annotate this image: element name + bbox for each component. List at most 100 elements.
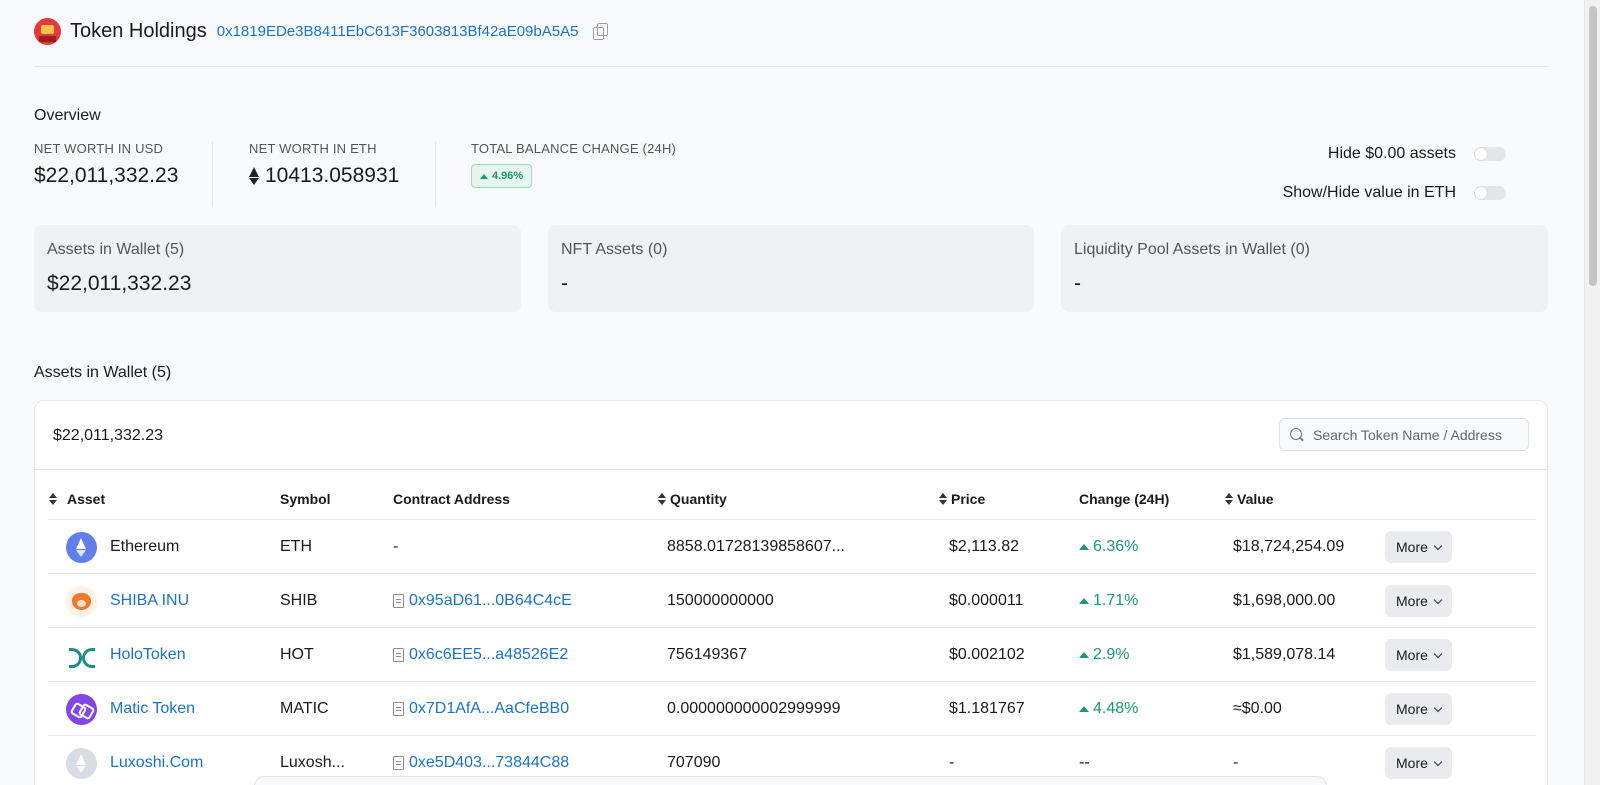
page-scrollbar[interactable] (1584, 0, 1600, 785)
contract-document-icon (393, 594, 404, 608)
card-title: Liquidity Pool Assets in Wallet (0) (1074, 241, 1310, 258)
page-title: Token Holdings (70, 19, 207, 42)
quantity-cell: 8858.01728139858607... (667, 538, 845, 555)
table-row: Luxoshi.Com Luxosh... 0xe5D403...73844C8… (48, 735, 1536, 785)
change-cell: 6.36% (1079, 520, 1138, 574)
value-cell: ≈$0.00 (1233, 700, 1282, 717)
asset-cell: Matic Token (66, 682, 195, 736)
asset-name-link[interactable]: SHIBA INU (110, 592, 190, 609)
search-icon (1290, 427, 1304, 442)
avatar (34, 17, 61, 45)
asset-name-link[interactable]: Luxoshi.Com (110, 754, 204, 771)
ethereum-icon (66, 531, 97, 563)
chevron-down-icon (1433, 541, 1443, 550)
assets-total: $22,011,332.23 (53, 427, 164, 444)
column-header-quantity[interactable]: Quantity (658, 491, 727, 507)
quantity-cell: 150000000000 (667, 592, 774, 609)
more-button[interactable]: More (1385, 531, 1452, 563)
more-button[interactable]: More (1385, 747, 1452, 779)
contract-address-link[interactable]: 0xe5D403...73844C88 (409, 754, 570, 771)
sort-icon (49, 492, 57, 506)
change-value: 2.9% (1093, 646, 1130, 663)
net-worth-eth: NET WORTH IN ETH 10413.058931 (249, 141, 399, 188)
contract-document-icon (393, 648, 404, 662)
search-input[interactable] (1313, 426, 1513, 443)
more-button[interactable]: More (1385, 693, 1452, 725)
more-button[interactable]: More (1385, 639, 1452, 671)
show-eth-value-label: Show/Hide value in ETH (1282, 184, 1456, 201)
stat-divider (212, 141, 213, 207)
assets-section-heading: Assets in Wallet (5) (34, 364, 172, 381)
contract-cell: 0x7D1AfA...AaCfeBB0 (393, 682, 569, 736)
price-cell: $0.000011 (949, 592, 1024, 609)
net-worth-eth-label: NET WORTH IN ETH (249, 141, 377, 156)
more-label: More (1396, 701, 1428, 717)
symbol-cell: SHIB (280, 592, 318, 609)
contract-cell: - (393, 538, 399, 555)
change-cell: -- (1079, 754, 1090, 771)
change-value: 1.71% (1093, 592, 1139, 609)
show-eth-value-toggle[interactable] (1474, 186, 1506, 200)
more-label: More (1396, 647, 1428, 663)
asset-cell: HoloToken (66, 628, 186, 682)
luxoshi-icon (66, 747, 97, 779)
column-header-price[interactable]: Price (939, 491, 985, 507)
change-cell: 2.9% (1079, 628, 1129, 682)
column-label: Symbol (280, 491, 331, 507)
card-title: NFT Assets (0) (561, 241, 668, 258)
shiba-inu-icon (66, 585, 97, 617)
sort-icon (658, 492, 666, 506)
sort-icon (939, 492, 947, 506)
value-cell: $1,589,078.14 (1233, 646, 1336, 663)
asset-name-link[interactable]: HoloToken (110, 646, 186, 663)
price-cell: - (949, 754, 955, 771)
eth-icon (249, 167, 260, 185)
balance-change-label: TOTAL BALANCE CHANGE (24H) (471, 141, 677, 156)
table-row: Matic Token MATIC 0x7D1AfA...AaCfeBB0 0.… (48, 681, 1536, 735)
contract-address-link[interactable]: 0x7D1AfA...AaCfeBB0 (409, 700, 570, 717)
contract-address-link[interactable]: 0x95aD61...0B64C4cE (409, 592, 572, 609)
card-title: Assets in Wallet (5) (47, 241, 185, 258)
card-value: $22,011,332.23 (47, 272, 192, 295)
assets-table: $22,011,332.23 Asset Symbol Contract Add… (34, 400, 1548, 785)
chevron-down-icon (1433, 703, 1443, 712)
arrow-up-icon (1079, 652, 1089, 658)
asset-cell: SHIBA INU (66, 574, 189, 628)
wallet-assets-card: Assets in Wallet (5) $22,011,332.23 (34, 225, 521, 312)
contract-document-icon (393, 702, 404, 716)
arrow-up-icon (1079, 544, 1089, 550)
net-worth-eth-value: 10413.058931 (249, 164, 399, 188)
scrollbar-thumb[interactable] (1589, 6, 1597, 286)
hide-zero-assets-toggle[interactable] (1474, 147, 1506, 161)
table-divider (35, 469, 1547, 470)
more-button[interactable]: More (1385, 585, 1452, 617)
search-box (1279, 418, 1529, 451)
quantity-cell: 707090 (667, 754, 721, 771)
column-label: Quantity (670, 491, 727, 507)
column-label: Change (24H) (1079, 491, 1170, 507)
page-header: Token Holdings 0x1819EDe3B8411EbC613F360… (34, 16, 609, 46)
column-label: Asset (67, 491, 106, 507)
contract-cell: 0x6c6EE5...a48526E2 (393, 628, 568, 682)
symbol-cell: MATIC (280, 700, 329, 717)
table-row: HoloToken HOT 0x6c6EE5...a48526E2 756149… (48, 627, 1536, 681)
contract-cell: 0x95aD61...0B64C4cE (393, 574, 572, 628)
net-worth-usd-label: NET WORTH IN USD (34, 141, 164, 156)
arrow-up-icon (480, 173, 488, 179)
copy-icon[interactable] (592, 23, 609, 40)
symbol-cell: Luxosh... (280, 754, 345, 771)
overview-heading: Overview (34, 107, 101, 124)
hide-zero-assets-row: Hide $0.00 assets (1328, 145, 1506, 163)
more-label: More (1396, 593, 1428, 609)
column-label: Value (1237, 491, 1274, 507)
column-header-value[interactable]: Value (1225, 491, 1274, 507)
holo-icon (66, 640, 97, 671)
asset-name-link[interactable]: Matic Token (110, 700, 196, 717)
net-worth-usd: NET WORTH IN USD $22,011,332.23 (34, 141, 178, 188)
contract-address-link[interactable]: 0x6c6EE5...a48526E2 (409, 646, 569, 663)
column-header-asset[interactable]: Asset (49, 491, 105, 507)
change-value: 6.36% (1093, 538, 1139, 555)
quantity-cell: 0.000000000002999999 (667, 700, 841, 717)
wallet-address-link[interactable]: 0x1819EDe3B8411EbC613F3603813Bf42aE09bA5… (216, 22, 579, 40)
chevron-down-icon (1433, 757, 1443, 766)
